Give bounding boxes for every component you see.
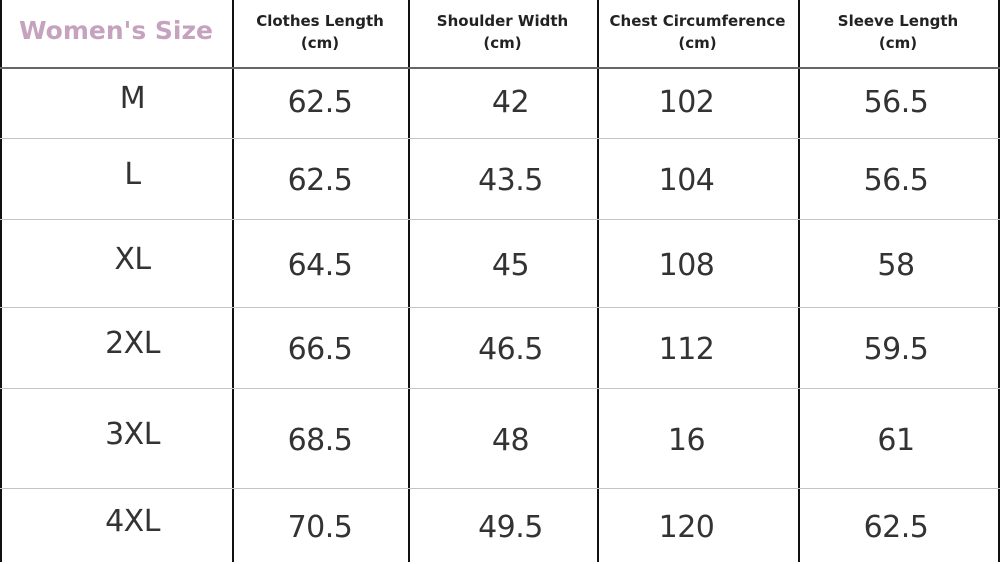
- table-cell: 70.5: [287, 509, 353, 545]
- row-divider: [0, 388, 1000, 389]
- header-unit: (cm): [483, 34, 522, 52]
- table-cell: 59.5: [863, 332, 929, 367]
- table-cell: 102: [658, 85, 715, 120]
- column-divider: [408, 0, 410, 562]
- size-label: 2XL: [105, 326, 160, 361]
- size-label: L: [124, 157, 141, 192]
- table-cell: 120: [658, 509, 715, 545]
- column-header: Chest Circumference (cm): [597, 0, 798, 64]
- column-divider: [0, 0, 2, 562]
- table-cell: 43.5: [478, 163, 543, 198]
- row-divider: [0, 307, 1000, 308]
- table-cell: 56.5: [863, 85, 929, 120]
- table-cell: 104: [658, 163, 715, 198]
- table-cell: 62.5: [287, 163, 353, 198]
- size-label: 3XL: [105, 416, 160, 452]
- header-unit: (cm): [678, 34, 717, 52]
- column-header: Sleeve Length (cm): [798, 0, 998, 64]
- column-divider: [232, 0, 234, 562]
- table-cell: 48: [491, 422, 530, 458]
- table-cell: 49.5: [478, 509, 543, 545]
- row-divider: [0, 488, 1000, 489]
- size-label: XL: [114, 241, 151, 277]
- table-cell: 62.5: [863, 509, 929, 545]
- row-divider: [0, 67, 1000, 69]
- column-header: Shoulder Width (cm): [408, 0, 597, 64]
- column-header: Clothes Length (cm): [232, 0, 408, 64]
- size-label: M: [119, 81, 146, 116]
- column-divider: [798, 0, 800, 562]
- table-cell: 56.5: [863, 163, 929, 198]
- header-unit: (cm): [300, 34, 340, 52]
- size-label: 4XL: [105, 503, 160, 539]
- table-cell: 108: [658, 247, 715, 283]
- table-cell: 45: [491, 247, 530, 283]
- table-cell: 62.5: [287, 85, 353, 120]
- table-cell: 42: [491, 85, 530, 120]
- table-cell: 58: [877, 247, 915, 283]
- row-divider: [0, 219, 1000, 220]
- table-title: Women's Size: [19, 15, 213, 45]
- row-divider: [0, 138, 1000, 139]
- column-divider: [597, 0, 599, 562]
- header-label: Shoulder Width: [436, 12, 569, 30]
- table-cell: 66.5: [287, 332, 353, 367]
- header-label: Sleeve Length: [837, 12, 959, 30]
- table-cell: 61: [877, 422, 915, 458]
- header-unit: (cm): [878, 34, 918, 52]
- table-cell: 68.5: [287, 422, 353, 458]
- table-cell: 46.5: [478, 332, 543, 367]
- header-label: Clothes Length: [256, 12, 384, 30]
- table-cell: 64.5: [287, 247, 353, 283]
- table-cell: 112: [658, 332, 715, 367]
- header-label: Chest Circumference: [609, 12, 786, 30]
- column-divider: [998, 0, 1000, 562]
- table-cell: 16: [667, 422, 706, 458]
